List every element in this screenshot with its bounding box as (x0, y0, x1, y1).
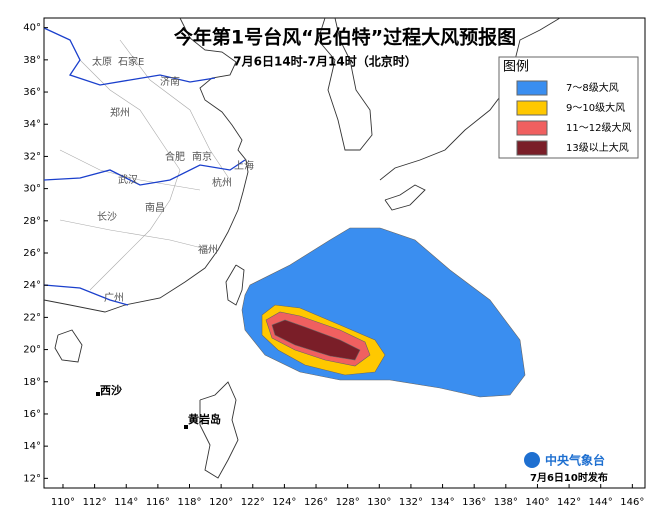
map-subtitle: 7月6日14时-7月14时（北京时） (233, 54, 416, 69)
y-tick-label: 12° (23, 473, 41, 484)
map-title: 今年第1号台风“尼伯特”过程大风预报图 (173, 26, 516, 49)
place-label: 福州 (198, 243, 218, 256)
legend-swatch (516, 100, 548, 116)
x-tick-label: 116° (146, 497, 170, 508)
rivers (43, 27, 246, 306)
x-tick-label: 130° (367, 497, 391, 508)
y-tick-label: 30° (23, 184, 41, 195)
y-tick-label: 32° (23, 151, 41, 162)
island-marker (96, 392, 100, 396)
y-tick-label: 22° (23, 312, 41, 323)
place-label: 郑州 (110, 106, 130, 119)
place-label: 合肥 (165, 150, 185, 163)
wind-zone-13 (271, 319, 361, 361)
y-tick-label: 36° (23, 87, 41, 98)
x-tick-label: 114° (114, 497, 138, 508)
x-tick-label: 144° (589, 497, 613, 508)
issue-time: 7月6日10时发布 (530, 471, 608, 484)
legend-swatch (516, 120, 548, 136)
legend-title: 图例 (503, 60, 529, 75)
x-tick-label: 110° (51, 497, 75, 508)
legend-label: 11～12级大风 (566, 121, 631, 134)
y-tick-label: 28° (23, 216, 41, 227)
x-tick-label: 132° (399, 497, 423, 508)
x-tick-label: 136° (462, 497, 486, 508)
x-tick-label: 142° (557, 497, 581, 508)
agency-name: 中央气象台 (545, 453, 605, 468)
place-label: 黄岩岛 (188, 412, 221, 426)
x-tick-label: 134° (431, 497, 455, 508)
legend-swatch (516, 80, 548, 96)
place-label: 杭州 (212, 176, 232, 189)
y-tick-label: 24° (23, 280, 41, 291)
x-tick-label: 128° (336, 497, 360, 508)
island-marker (184, 425, 188, 429)
place-label: 上海 (234, 159, 254, 172)
place-label: 广州 (104, 292, 124, 304)
coastline (43, 17, 561, 479)
place-label: 太原 (92, 55, 112, 68)
y-tick-label: 34° (23, 119, 41, 130)
place-label: 武汉 (118, 173, 138, 186)
legend-label: 9～10级大风 (566, 101, 625, 114)
x-tick-label: 112° (83, 497, 107, 508)
x-tick-label: 140° (525, 497, 549, 508)
y-tick-label: 14° (23, 441, 41, 452)
legend-swatch (516, 140, 548, 156)
x-tick-label: 138° (494, 497, 518, 508)
x-tick-label: 126° (304, 497, 328, 508)
place-label: 南京 (192, 150, 212, 163)
legend-label: 13级以上大风 (566, 141, 629, 154)
agency-logo (524, 452, 540, 468)
x-tick-label: 120° (209, 497, 233, 508)
place-label: 石家E (118, 55, 144, 68)
y-tick-label: 20° (23, 345, 41, 356)
x-tick-label: 118° (177, 497, 201, 508)
place-labels: 太原 石家E 济南 郑州 合肥 南京 武汉 杭州 上海 南昌 长沙 福州 广州 (92, 55, 254, 304)
x-tick-label: 124° (272, 497, 296, 508)
legend: 图例 7～8级大风 9～10级大风 11～12级大风 13级以上大风 (498, 56, 639, 159)
x-tick-label: 122° (241, 497, 265, 508)
place-label: 长沙 (97, 211, 117, 223)
x-tick-label: 146° (620, 497, 644, 508)
place-label: 济南 (160, 75, 180, 88)
place-label: 南昌 (145, 201, 165, 214)
y-tick-label: 40° (23, 23, 41, 34)
y-tick-label: 16° (23, 409, 41, 420)
place-label: 西沙 (100, 384, 122, 397)
y-tick-label: 38° (23, 55, 41, 66)
y-tick-label: 26° (23, 248, 41, 259)
legend-label: 7～8级大风 (566, 81, 619, 94)
y-tick-label: 18° (23, 377, 41, 388)
